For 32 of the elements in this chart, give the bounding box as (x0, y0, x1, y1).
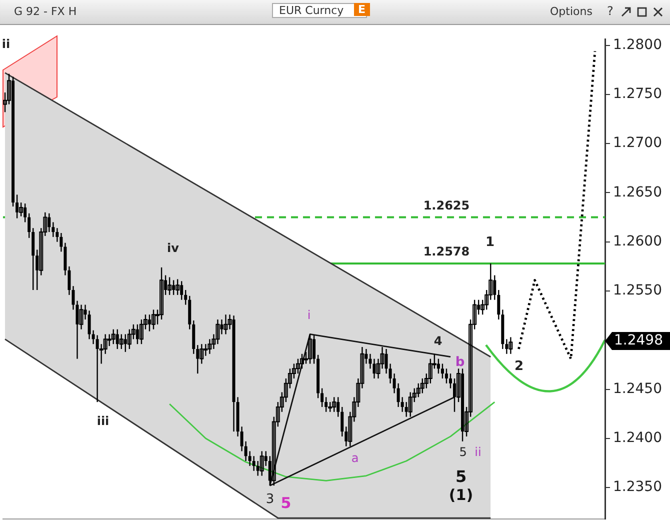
text: 1.2498 (614, 332, 663, 349)
ref-line-label: 1.2578 (423, 244, 470, 258)
y-tick-label: 1.2750 (613, 86, 662, 102)
annotation: b (455, 355, 465, 370)
y-tick-label: 1.2400 (613, 430, 662, 446)
annotation: 2 (514, 359, 524, 374)
y-tick-label: 1.2350 (613, 479, 662, 496)
annotation: ii (474, 445, 482, 459)
annotation: 5 (280, 494, 292, 512)
annotation: 3 (266, 492, 274, 507)
y-tick-label: 1.2800 (613, 36, 662, 53)
annotation: 4 (434, 334, 442, 348)
text: E (354, 3, 370, 16)
annotation: 5 (459, 445, 467, 459)
annotation: 1 (485, 235, 495, 250)
annotation: 5 (455, 467, 467, 486)
y-tick-label: 1.2600 (613, 233, 662, 250)
annotation: iv (167, 241, 180, 255)
annotation: i (307, 308, 311, 322)
ref-line-label: 1.2625 (423, 198, 470, 212)
text: G 92 - FX H (14, 5, 77, 18)
annotation: a (351, 451, 359, 465)
text: Options (550, 5, 592, 18)
y-tick-label: 1.2650 (613, 184, 662, 200)
chart-title: EUR Curncy (279, 4, 344, 17)
annotation: iii (96, 414, 110, 428)
y-tick-label: 1.2700 (613, 135, 662, 152)
annotation: (1) (448, 486, 474, 504)
text: ? (607, 4, 614, 18)
y-tick-label: 1.2550 (613, 282, 662, 299)
y-tick-label: 1.2450 (613, 380, 662, 397)
annotation: ii (2, 37, 10, 51)
